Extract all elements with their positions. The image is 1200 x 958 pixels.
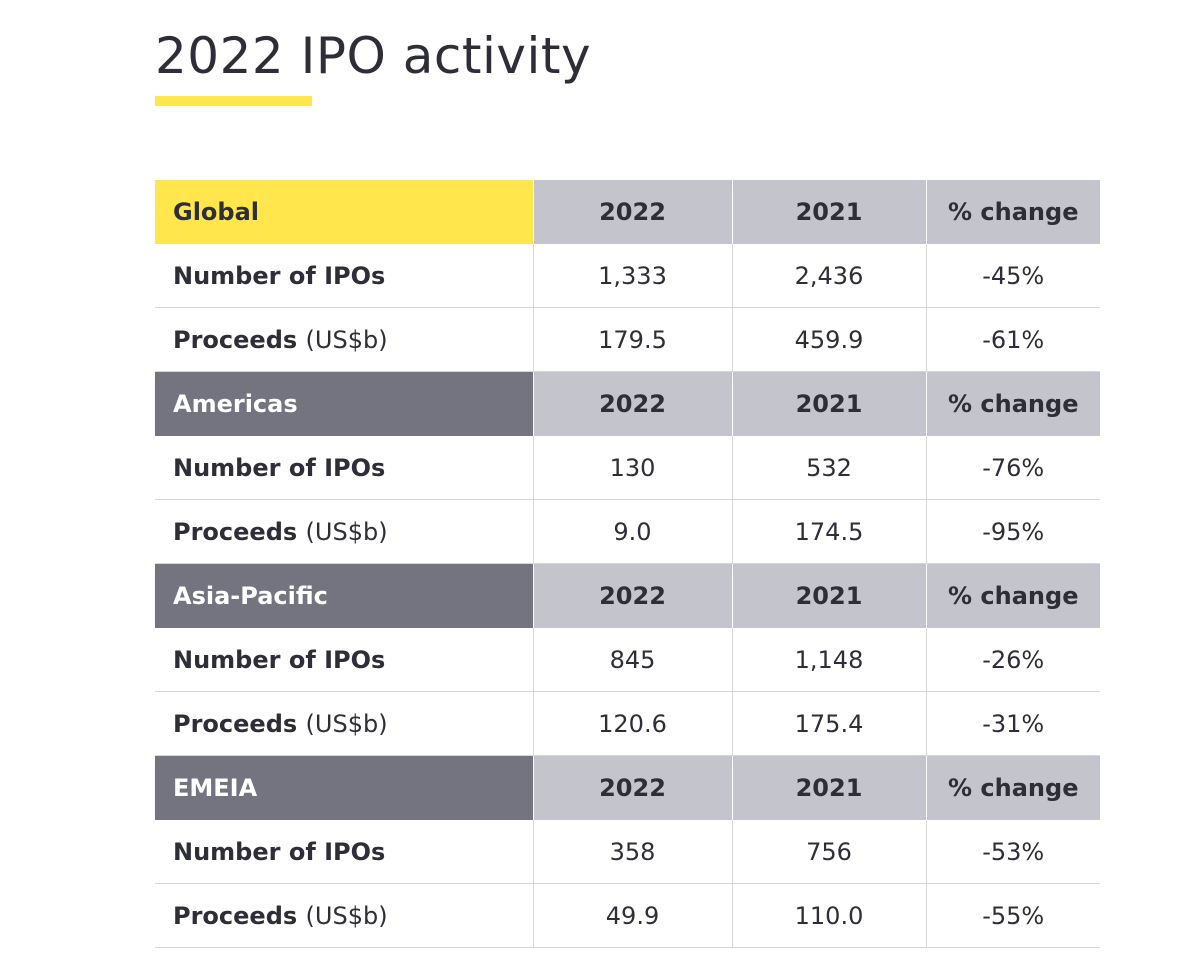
value-change: -76%	[925, 436, 1100, 500]
region-label: Asia-Pacific	[155, 563, 533, 628]
column-header-2021: 2021	[731, 180, 926, 244]
value-2021: 110.0	[731, 883, 926, 948]
row-label: Number of IPOs	[173, 261, 386, 290]
column-header-2021: 2021	[731, 755, 926, 820]
value-2022: 1,333	[532, 244, 732, 308]
value-2021: 532	[731, 436, 926, 500]
row-label-cell: Proceeds (US$b)	[155, 691, 533, 756]
value-change: -26%	[925, 628, 1100, 692]
row-label-cell: Number of IPOs	[155, 244, 533, 308]
section-header-row: Asia-Pacific 2022 2021% change	[155, 563, 1100, 628]
row-label: Proceeds	[173, 901, 298, 930]
row-unit: (US$b)	[305, 709, 388, 738]
column-header-2021: 2021	[731, 371, 926, 436]
row-label: Number of IPOs	[173, 837, 386, 866]
row-label-cell: Number of IPOs	[155, 628, 533, 692]
section-header-row: Global 2022 2021% change	[155, 180, 1100, 244]
table-row: Number of IPOs 845 1,148 -26%	[155, 628, 1100, 692]
value-change: -31%	[925, 691, 1100, 756]
table-row: Proceeds (US$b) 120.6 175.4 -31%	[155, 691, 1100, 756]
title-underline	[155, 96, 312, 106]
value-2022: 130	[532, 436, 732, 500]
value-change: -95%	[925, 499, 1100, 564]
value-2022: 358	[532, 820, 732, 884]
value-change: -45%	[925, 244, 1100, 308]
table-row: Proceeds (US$b) 9.0 174.5 -95%	[155, 499, 1100, 564]
row-label-cell: Proceeds (US$b)	[155, 883, 533, 948]
row-label: Number of IPOs	[173, 645, 386, 674]
column-header-2021: 2021	[731, 563, 926, 628]
column-header-2022: 2022	[532, 371, 732, 436]
value-2022: 845	[532, 628, 732, 692]
value-2021: 459.9	[731, 307, 926, 372]
value-2022: 9.0	[532, 499, 732, 564]
section-header-row: EMEIA 2022 2021% change	[155, 755, 1100, 820]
table-row: Number of IPOs 1,333 2,436 -45%	[155, 244, 1100, 308]
value-2022: 179.5	[532, 307, 732, 372]
section-header-row: Americas 2022 2021% change	[155, 371, 1100, 436]
column-header-2022: 2022	[532, 180, 732, 244]
region-label: Global	[155, 180, 533, 244]
row-unit: (US$b)	[305, 325, 388, 354]
table-row: Number of IPOs 358 756 -53%	[155, 820, 1100, 884]
ipo-activity-table: Global 2022 2021% change Number of IPOs 1,33…	[155, 180, 1100, 948]
row-label: Proceeds	[173, 709, 298, 738]
value-2021: 174.5	[731, 499, 926, 564]
column-header-change: % change	[925, 563, 1100, 628]
row-unit: (US$b)	[305, 901, 388, 930]
row-unit: (US$b)	[305, 517, 388, 546]
region-label: Americas	[155, 371, 533, 436]
table-row: Number of IPOs 130 532 -76%	[155, 436, 1100, 500]
value-2022: 49.9	[532, 883, 732, 948]
row-label: Number of IPOs	[173, 453, 386, 482]
row-label-cell: Number of IPOs	[155, 820, 533, 884]
table-row: Proceeds (US$b) 179.5 459.9 -61%	[155, 307, 1100, 372]
value-2021: 1,148	[731, 628, 926, 692]
value-2021: 175.4	[731, 691, 926, 756]
column-header-2022: 2022	[532, 755, 732, 820]
value-change: -53%	[925, 820, 1100, 884]
region-label: EMEIA	[155, 755, 533, 820]
value-2022: 120.6	[532, 691, 732, 756]
page-title: 2022 IPO activity	[155, 27, 592, 85]
value-change: -61%	[925, 307, 1100, 372]
column-header-change: % change	[925, 371, 1100, 436]
table-row: Proceeds (US$b) 49.9 110.0 -55%	[155, 883, 1100, 948]
value-2021: 756	[731, 820, 926, 884]
value-change: -55%	[925, 883, 1100, 948]
column-header-change: % change	[925, 180, 1100, 244]
value-2021: 2,436	[731, 244, 926, 308]
row-label: Proceeds	[173, 325, 298, 354]
row-label: Proceeds	[173, 517, 298, 546]
row-label-cell: Number of IPOs	[155, 436, 533, 500]
row-label-cell: Proceeds (US$b)	[155, 499, 533, 564]
column-header-2022: 2022	[532, 563, 732, 628]
row-label-cell: Proceeds (US$b)	[155, 307, 533, 372]
column-header-change: % change	[925, 755, 1100, 820]
